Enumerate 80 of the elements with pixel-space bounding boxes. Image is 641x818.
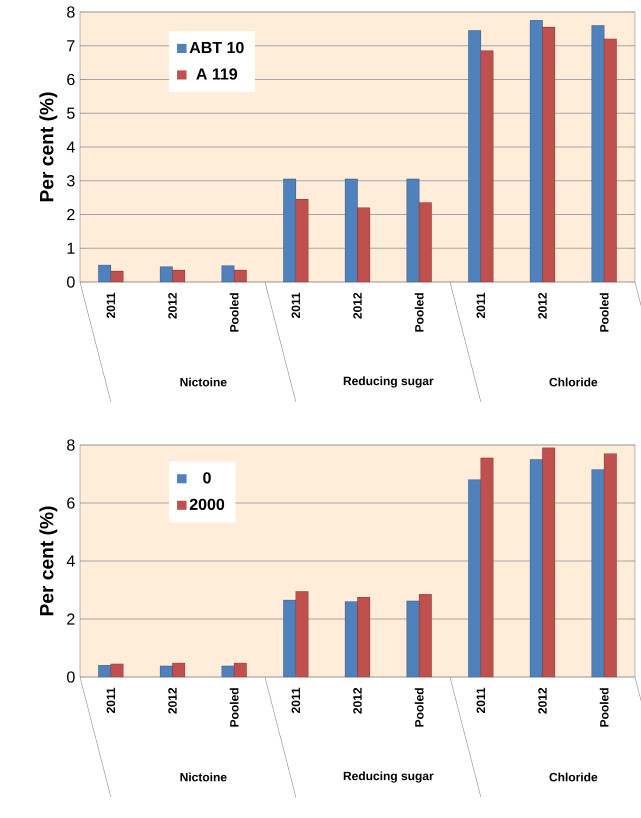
bar — [222, 666, 234, 678]
y-tick-label: 5 — [67, 108, 75, 119]
x-tick-label: 2011 — [476, 688, 486, 714]
x-tick-label: 2012 — [168, 292, 177, 319]
y-axis-title: Per cent (%) — [39, 506, 58, 616]
x-tick-label: 2012 — [538, 688, 547, 714]
bar — [530, 20, 543, 282]
y-tick-label: 4 — [66, 556, 75, 567]
y-tick-label: 1 — [68, 242, 75, 254]
bar — [222, 266, 234, 282]
bar — [604, 453, 617, 678]
bar — [468, 480, 482, 678]
x-tick-label: Pooled — [230, 293, 239, 332]
bar — [98, 665, 112, 678]
bar — [110, 270, 124, 282]
x-tick-label: 2012 — [168, 688, 177, 714]
bar — [592, 469, 604, 678]
y-tick-label: 3 — [66, 175, 75, 186]
x-tick-label: Pooled — [600, 688, 609, 727]
bar — [160, 666, 173, 678]
y-tick-label: 2 — [67, 208, 74, 220]
x-tick-label: 2011 — [106, 688, 116, 714]
bar — [418, 202, 432, 282]
bar — [110, 664, 124, 678]
y-tick-label: 2 — [67, 613, 74, 625]
bar — [160, 266, 173, 282]
bar — [542, 26, 556, 282]
bar — [480, 458, 494, 678]
text: Reducing sugar — [344, 771, 434, 783]
bar — [234, 270, 247, 282]
bar — [296, 591, 308, 678]
y-tick-label: 4 — [66, 142, 75, 153]
x-tick-label: 2011 — [292, 292, 300, 318]
bar — [357, 596, 370, 678]
bar — [406, 178, 420, 282]
text: Chloride — [549, 378, 598, 386]
bar — [530, 459, 543, 678]
y-tick-label: 6 — [67, 74, 75, 86]
text: Nictoine — [180, 378, 227, 386]
x-tick-label: Pooled — [600, 293, 609, 332]
y-tick-label: 0 — [67, 276, 75, 288]
y-tick-label: 8 — [67, 439, 75, 451]
bar — [98, 264, 112, 282]
bar — [604, 38, 617, 282]
y-tick-label: 0 — [67, 671, 75, 683]
x-tick-label: 2012 — [353, 292, 362, 319]
x-tick-label: 2011 — [106, 292, 116, 318]
bar — [468, 30, 482, 282]
bar — [406, 600, 420, 678]
x-tick-label: 2011 — [292, 688, 300, 714]
legend-label: 0 — [203, 472, 211, 484]
y-tick-label: 8 — [67, 6, 75, 18]
y-tick-label: 7 — [67, 40, 74, 52]
y-tick-label: 6 — [67, 497, 75, 509]
bar — [344, 178, 358, 282]
text: Nictoine — [180, 772, 227, 782]
x-tick-label: Pooled — [414, 688, 424, 727]
text: Chloride — [549, 772, 598, 782]
x-tick-label: 2012 — [353, 688, 362, 714]
x-tick-label: 2011 — [476, 292, 486, 318]
legend-label: A 119 — [196, 68, 238, 80]
legend-label: ABT 10 — [190, 42, 244, 54]
bar — [542, 448, 556, 678]
bar — [296, 199, 308, 282]
x-tick-label: 2012 — [538, 292, 547, 319]
bar — [234, 662, 247, 678]
bar — [592, 25, 604, 282]
bar — [283, 178, 296, 282]
bar — [172, 662, 186, 678]
x-tick-label: Pooled — [230, 688, 239, 727]
x-tick-label: Pooled — [414, 293, 424, 332]
bar — [172, 270, 186, 282]
bar — [283, 600, 296, 678]
y-axis-title: Per cent (%) — [39, 92, 58, 202]
bar — [357, 207, 370, 282]
text: Reducing sugar — [344, 376, 434, 388]
bar — [418, 594, 432, 678]
bar — [480, 50, 494, 282]
legend-label: 2000 — [190, 498, 224, 510]
bar — [344, 601, 358, 678]
